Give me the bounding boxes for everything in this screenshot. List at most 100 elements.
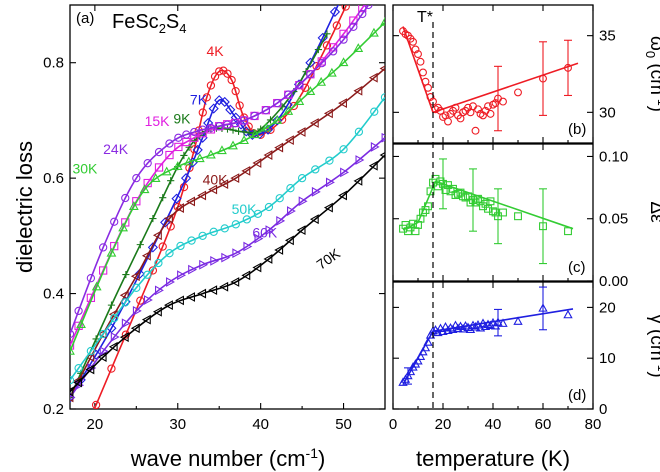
data-point-30K <box>250 129 261 139</box>
data-point-4K <box>235 101 244 110</box>
data-point-4K <box>202 93 211 102</box>
data-point <box>440 321 451 331</box>
data-point <box>466 198 475 207</box>
data-point-60K <box>70 394 76 401</box>
panel-a-series <box>66 5 385 470</box>
panel-c-series <box>399 158 574 265</box>
data-point-60K <box>381 132 385 143</box>
data-point-50K <box>176 241 185 251</box>
data-point-24K <box>206 123 216 133</box>
data-point-60K <box>325 177 335 188</box>
series-label-15K: 15K <box>145 113 171 129</box>
data-point <box>514 212 522 221</box>
data-point-4K <box>66 463 73 470</box>
data-point-7K <box>171 193 182 204</box>
data-point <box>411 45 420 54</box>
data-point <box>564 227 572 236</box>
panel-b-y-axis-title: ω0 (cm-1) <box>643 36 660 112</box>
data-point-15K <box>190 133 199 142</box>
tstar-label: T* <box>417 9 433 26</box>
data-point-40K <box>197 190 207 201</box>
data-point <box>413 356 423 365</box>
data-point-60K <box>370 142 380 152</box>
data-point <box>439 179 447 188</box>
data-point-50K <box>132 283 141 292</box>
data-point-30K <box>217 145 227 155</box>
panel-d-frame <box>392 281 594 410</box>
data-point-9K <box>323 30 331 38</box>
data-point-30K <box>206 149 216 159</box>
data-point <box>486 109 495 118</box>
x-tick-label: 0 <box>389 416 397 433</box>
data-point <box>414 221 422 229</box>
data-point-30K <box>183 156 194 166</box>
data-point-50K <box>325 156 334 165</box>
data-point-50K <box>165 249 174 258</box>
data-point-60K <box>154 285 164 296</box>
data-point-4K <box>210 72 220 81</box>
data-point-9K <box>167 177 175 185</box>
data-point-50K <box>143 270 152 279</box>
x-tick-label: 40 <box>485 416 502 433</box>
data-point-9K <box>266 116 275 124</box>
data-point-15K <box>121 218 130 227</box>
data-point-7K <box>208 103 219 114</box>
data-point <box>409 219 417 228</box>
data-point-60K <box>210 255 220 266</box>
panel-a-tag: (a) <box>76 10 94 27</box>
data-point <box>426 187 435 196</box>
data-point <box>563 309 573 319</box>
data-point-60K <box>121 318 131 329</box>
data-point-70K <box>296 225 306 235</box>
data-point <box>411 227 420 236</box>
data-point-7K <box>147 242 158 253</box>
data-point-60K <box>99 346 109 357</box>
panel-c-y-axis-title: Δε <box>646 201 660 223</box>
data-point-9K <box>107 301 116 309</box>
series-label-50K: 50K <box>232 201 258 217</box>
data-point-4K <box>148 266 158 275</box>
data-point-50K <box>154 258 163 268</box>
data-point-70K <box>152 306 162 317</box>
data-point-40K <box>379 65 385 72</box>
data-point <box>471 126 480 135</box>
data-point-24K <box>132 173 141 183</box>
data-point-60K <box>355 155 365 165</box>
data-point-4K <box>215 67 224 76</box>
data-point-24K <box>143 159 152 168</box>
data-point-30K <box>91 281 102 291</box>
data-point-40K <box>263 150 273 160</box>
data-point-60K <box>340 167 350 178</box>
data-point-30K <box>106 247 117 257</box>
data-point <box>420 342 431 352</box>
data-point-9K <box>240 128 248 136</box>
data-point <box>538 303 548 312</box>
data-point-50K <box>110 314 119 323</box>
data-point-30K <box>338 57 349 67</box>
data-point <box>424 202 432 211</box>
data-point-15K <box>99 266 108 275</box>
tstar-marker: T* <box>417 9 434 409</box>
series-label-30K: 30K <box>72 161 98 177</box>
data-point <box>419 68 427 77</box>
data-point-15K <box>165 150 174 160</box>
data-point <box>449 184 457 193</box>
data-point-24K <box>99 243 108 252</box>
y-tick-label: 0.2 <box>43 401 64 418</box>
y-tick-label: 0.6 <box>43 170 64 187</box>
data-point-50K <box>209 227 218 236</box>
data-point-24K <box>215 122 224 131</box>
data-point <box>434 182 442 191</box>
data-point-70K <box>284 235 294 246</box>
data-point-24K <box>223 120 232 129</box>
data-point <box>484 102 492 111</box>
data-point <box>489 207 497 216</box>
data-point-50K <box>99 329 108 339</box>
data-point-50K <box>264 202 274 212</box>
data-point-60K <box>110 332 120 342</box>
data-point-9K <box>180 151 188 160</box>
data-point <box>433 327 443 337</box>
data-point-40K <box>130 271 140 282</box>
